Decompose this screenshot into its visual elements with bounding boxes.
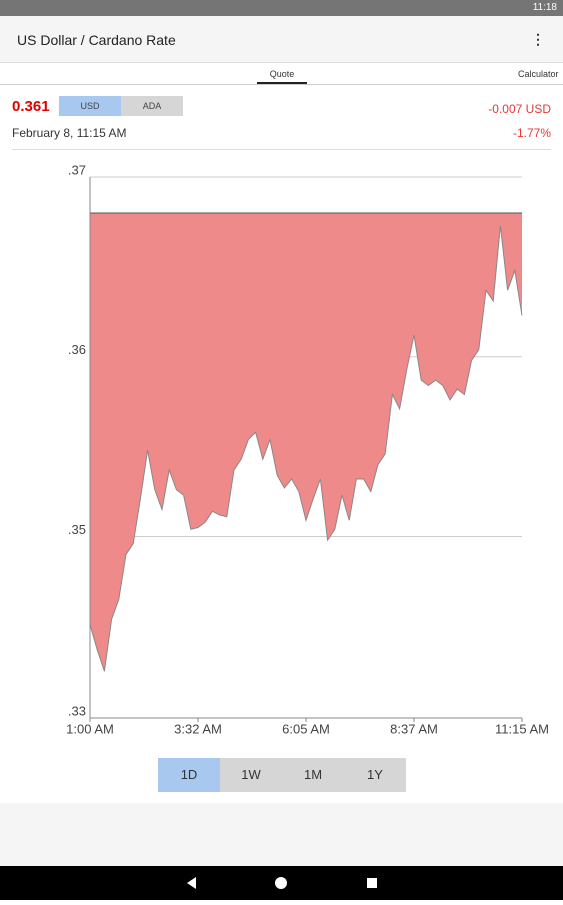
home-button[interactable] (275, 877, 287, 889)
currency-toggle[interactable]: USD (59, 96, 121, 116)
area (90, 212, 522, 672)
range-button[interactable]: 1Y (344, 758, 406, 792)
recents-button[interactable] (367, 878, 377, 888)
y-tick-label: .37 (68, 162, 86, 177)
back-button[interactable] (187, 877, 196, 889)
x-tick-label: 1:00 AM (66, 721, 114, 736)
range-selector: 1D 1W 1M 1Y (158, 758, 406, 792)
range-button[interactable]: 1D (158, 758, 220, 792)
x-tick-label: 3:32 AM (174, 721, 222, 736)
change-percent: -1.77% (512, 126, 551, 140)
footer (0, 803, 563, 866)
tab[interactable]: Quote (257, 69, 307, 84)
tabs: Quote Calculator (0, 63, 563, 85)
nav-bar (0, 866, 563, 900)
tab[interactable]: Calculator (518, 69, 559, 79)
change: -0.007 USD (488, 102, 551, 116)
chart: .33 .35 .36 .37 1:00 AM 3:32 AM 6:05 AM 8:37 AM… (66, 162, 549, 736)
status-bar: 11:18 (0, 0, 563, 16)
x-tick-label: 8:37 AM (390, 721, 438, 736)
app-bar: US Dollar / Cardano Rate ⋮ (0, 16, 563, 63)
range-button[interactable]: 1W (220, 758, 282, 792)
y-tick-label: .35 (68, 522, 86, 537)
overflow-menu[interactable]: ⋮ (531, 31, 545, 47)
y-tick-label: .36 (68, 342, 86, 357)
date: February 8, 11:15 AM (12, 126, 127, 140)
divider (12, 149, 551, 150)
clock: 11:18 (532, 2, 557, 13)
range-button[interactable]: 1M (282, 758, 344, 792)
y-tick-label: .33 (68, 703, 86, 718)
line (89, 225, 523, 672)
nav-icons (187, 877, 377, 889)
price: 0.361 (12, 98, 50, 115)
x-tick-label: 11:15 AM (495, 721, 549, 736)
currency-toggle[interactable]: ADA (121, 96, 183, 116)
x-tick-label: 6:05 AM (282, 721, 330, 736)
app-title: US Dollar / Cardano Rate (17, 32, 176, 48)
